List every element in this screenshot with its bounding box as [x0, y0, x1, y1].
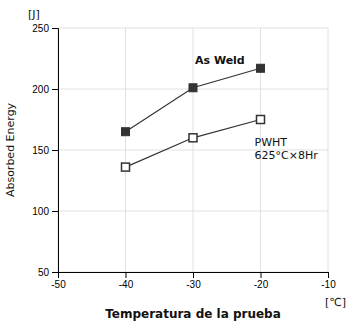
x-axis-tick: -50 — [51, 272, 66, 290]
plot-area: -50 -40 -30 -20 -10 50 100 150 200 250 As Weld PWHT… — [32, 23, 336, 290]
y-axis-tick-mark — [52, 28, 58, 29]
x-axis-tick: -30 — [186, 272, 201, 290]
y-axis-tick: 150 — [32, 145, 58, 156]
y-axis-title: Absorbed Energy — [4, 102, 17, 197]
y-axis-tick-mark — [52, 89, 58, 90]
y-unit: [J] — [28, 8, 40, 21]
series-line — [126, 68, 261, 131]
x-axis-tick: -20 — [254, 272, 269, 290]
marker — [257, 64, 265, 72]
x-axis-tick-label: -20 — [254, 279, 269, 290]
y-axis-tick-mark — [52, 150, 58, 151]
x-axis-tick-label: -10 — [321, 279, 336, 290]
grid-line-y — [58, 28, 328, 29]
x-axis-tick-label: -40 — [119, 279, 134, 290]
x-axis-title: Temperatura de la prueba — [105, 307, 281, 321]
y-axis-tick-label: 150 — [32, 145, 49, 156]
grid-line-y — [58, 211, 328, 212]
x-axis-tick-mark — [328, 272, 329, 278]
y-axis-tick: 250 — [32, 23, 58, 34]
y-axis-line — [52, 29, 59, 273]
y-axis-tick-mark — [52, 272, 58, 273]
y-axis-tick-label: 200 — [32, 84, 49, 95]
y-axis: 50 100 150 200 250 — [32, 23, 58, 278]
y-axis-tick: 50 — [38, 267, 58, 278]
x-axis: -50 -40 -30 -20 -10 — [51, 272, 336, 290]
marker — [189, 134, 197, 142]
annotation: 625°C×8Hr — [255, 149, 319, 162]
y-axis-tick: 100 — [32, 206, 58, 217]
annotation: As Weld — [195, 54, 245, 67]
y-axis-tick-label: 250 — [32, 23, 49, 34]
y-axis-tick-label: 100 — [32, 206, 49, 217]
series-line — [126, 120, 261, 168]
annotation: PWHT — [255, 136, 288, 149]
x-axis-tick: -10 — [321, 272, 336, 290]
x-unit: [℃] — [325, 296, 346, 309]
marker — [122, 128, 130, 136]
grid — [58, 28, 328, 272]
marker — [257, 116, 265, 124]
chart: -50 -40 -30 -20 -10 50 100 150 200 250 As Weld PWHT… — [0, 0, 350, 330]
x-axis-tick-label: -30 — [186, 279, 201, 290]
y-axis-tick-mark — [52, 211, 58, 212]
y-axis-tick-label: 50 — [38, 267, 50, 278]
x-axis-tick-label: -50 — [51, 279, 66, 290]
marker — [122, 163, 130, 171]
x-axis-tick-mark — [193, 272, 194, 278]
x-axis-tick: -40 — [119, 272, 134, 290]
x-axis-tick-mark — [261, 272, 262, 278]
series-group — [122, 64, 265, 171]
y-axis-tick: 200 — [32, 84, 58, 95]
x-axis-tick-mark — [126, 272, 127, 278]
marker — [189, 84, 197, 92]
x-axis-line — [59, 273, 329, 279]
